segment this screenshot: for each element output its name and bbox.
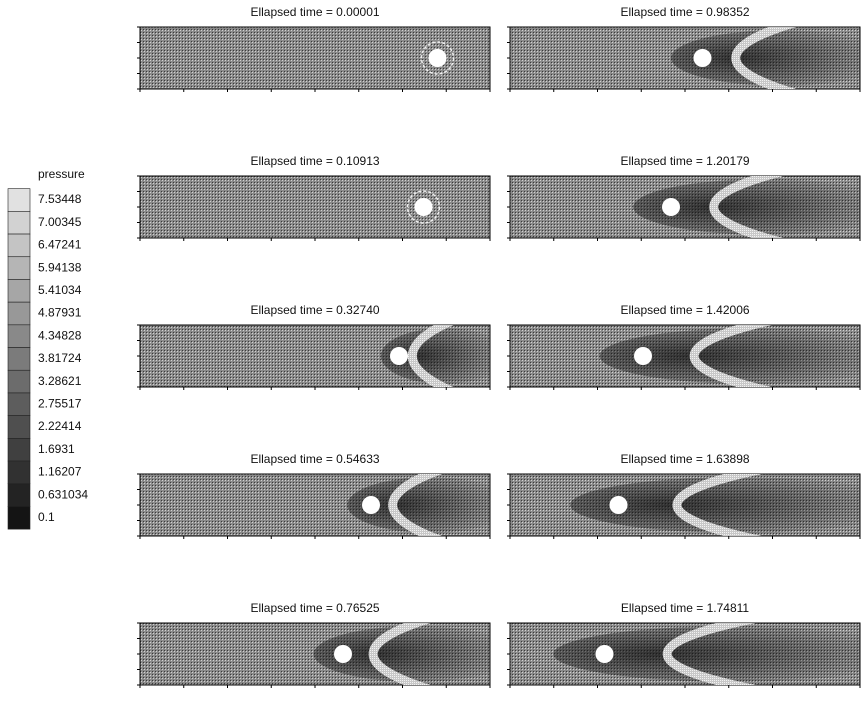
panel-title: Ellapsed time = 1.63898	[620, 452, 749, 466]
cylinder	[362, 496, 380, 514]
plot	[137, 324, 491, 390]
field	[633, 176, 860, 238]
field	[313, 623, 490, 685]
colorbar-label: 1.16207	[38, 465, 82, 479]
plot	[507, 622, 861, 688]
shock-ring	[420, 41, 455, 75]
colorbar-swatch	[7, 279, 31, 303]
colorbar-swatch	[7, 347, 31, 371]
cylinder	[662, 198, 680, 216]
field	[406, 190, 441, 224]
cylinder	[634, 347, 652, 365]
colorbar-swatch	[7, 506, 31, 530]
shock-front	[672, 474, 762, 536]
shock-front	[662, 623, 756, 685]
colorbar-label: 4.87931	[38, 306, 82, 320]
colorbar-swatch	[7, 483, 31, 507]
panel-title: Ellapsed time = 1.74811	[621, 601, 750, 615]
colorbar-label: 6.47241	[38, 238, 82, 252]
field	[671, 27, 860, 89]
wake	[671, 30, 860, 86]
colorbar-label: 2.22414	[38, 419, 82, 433]
colorbar-label: 1.6931	[38, 442, 75, 456]
panel-title: Ellapsed time = 0.32740	[250, 303, 379, 317]
plot	[507, 324, 861, 390]
colorbar-label: 0.1	[38, 510, 55, 524]
wake	[599, 328, 860, 384]
wake	[570, 477, 860, 533]
colorbar-swatch	[7, 392, 31, 416]
shock-ring	[406, 190, 441, 224]
cylinder	[595, 645, 614, 663]
shock-front	[408, 325, 454, 387]
colorbar-swatch	[7, 438, 31, 462]
plot	[137, 622, 491, 688]
colorbar-swatch	[7, 324, 31, 348]
colorbar-swatch	[7, 460, 31, 485]
plot	[507, 175, 861, 241]
wake	[347, 477, 490, 533]
colorbar-swatch	[7, 233, 31, 258]
cylinder	[390, 347, 408, 365]
colorbar-swatch	[7, 301, 31, 326]
field	[380, 325, 490, 387]
plot	[507, 473, 861, 539]
wake	[313, 626, 490, 682]
shock-front	[731, 27, 797, 89]
panel-title: Ellapsed time = 0.00001	[250, 5, 379, 19]
colorbar-label: 3.28621	[38, 374, 82, 388]
colorbar-label: 7.00345	[38, 215, 82, 229]
field	[599, 325, 860, 387]
wake	[380, 328, 490, 384]
cylinder	[428, 49, 447, 67]
panel-title: Ellapsed time = 1.20179	[620, 154, 749, 168]
panel-title: Ellapsed time = 1.42006	[620, 303, 749, 317]
plot	[137, 175, 491, 241]
shock-front	[689, 325, 772, 387]
wake	[553, 626, 860, 682]
plot	[137, 473, 491, 539]
plot	[507, 26, 861, 92]
colorbar-swatch	[7, 369, 31, 394]
colorbar-swatch	[7, 256, 31, 280]
field	[570, 474, 860, 536]
panel-title: Ellapsed time = 0.76525	[250, 601, 379, 615]
shock-front	[388, 474, 442, 536]
field	[420, 41, 455, 75]
panel-title: Ellapsed time = 0.10913	[250, 154, 379, 168]
colorbar-label: 0.631034	[38, 487, 88, 501]
field	[553, 623, 860, 685]
colorbar-swatch	[7, 415, 31, 439]
cylinder	[609, 496, 628, 514]
wake	[633, 179, 860, 235]
shock-front	[709, 176, 784, 238]
colorbar-label: 2.75517	[38, 396, 82, 410]
cylinder	[693, 49, 712, 67]
shock-front	[368, 623, 431, 685]
colorbar-swatch	[7, 188, 31, 212]
plot	[137, 26, 491, 92]
panel-title: Ellapsed time = 0.54633	[250, 452, 379, 466]
colorbar-label: 7.53448	[38, 192, 82, 206]
legend-title: pressure	[38, 167, 85, 181]
panel-title: Ellapsed time = 0.98352	[620, 5, 749, 19]
colorbar-swatch	[7, 211, 31, 235]
field	[347, 474, 490, 536]
plot-background	[139, 175, 491, 239]
colorbar-label: 5.41034	[38, 283, 82, 297]
cylinder	[414, 198, 433, 216]
colorbar-label: 4.34828	[38, 328, 82, 342]
cylinder	[334, 645, 352, 663]
colorbar-label: 5.94138	[38, 260, 82, 274]
colorbar-label: 3.81724	[38, 351, 82, 365]
